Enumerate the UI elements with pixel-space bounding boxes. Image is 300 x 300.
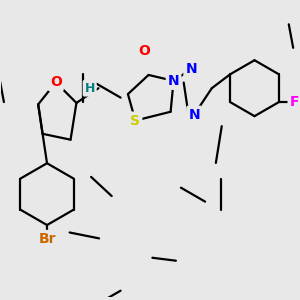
Text: Br: Br	[38, 232, 56, 246]
Text: O: O	[50, 75, 62, 89]
Text: O: O	[138, 44, 150, 58]
Text: S: S	[130, 114, 140, 128]
Text: N: N	[185, 62, 197, 76]
Text: N: N	[188, 108, 200, 122]
Text: N: N	[168, 74, 179, 88]
Text: F: F	[290, 95, 299, 109]
Text: H: H	[85, 82, 95, 95]
